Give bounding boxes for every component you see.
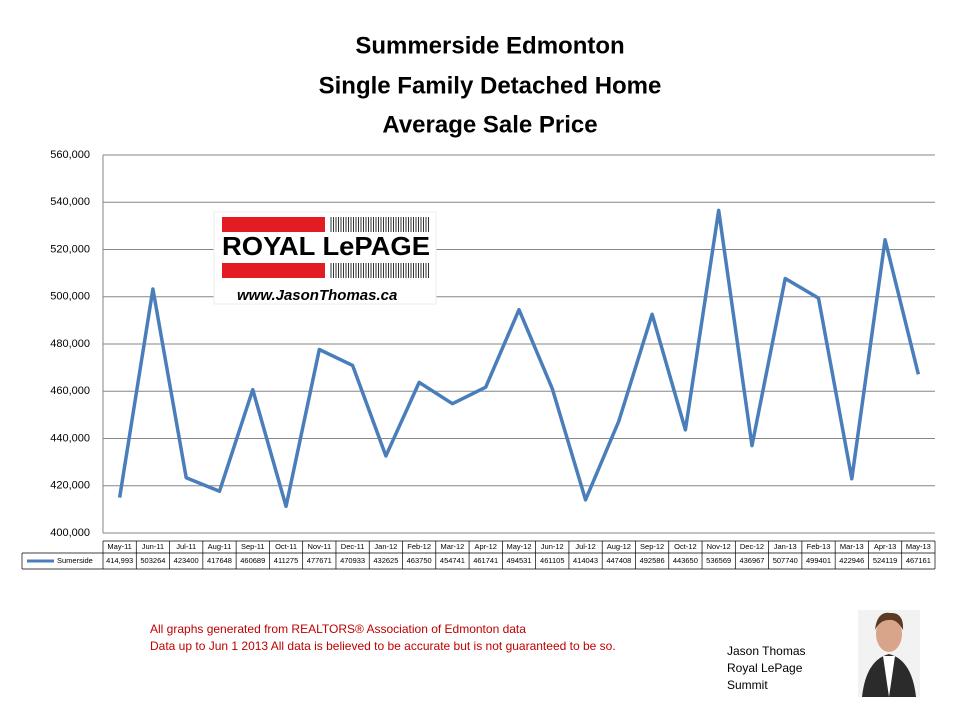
data-label: 470933	[340, 556, 365, 565]
footnote: Data up to Jun 1 2013 All data is believ…	[150, 639, 616, 653]
x-tick-label: Apr-12	[474, 542, 497, 551]
data-label: 503264	[140, 556, 165, 565]
x-tick-label: Jul-12	[575, 542, 595, 551]
data-label: 499401	[806, 556, 831, 565]
y-tick-label: 520,000	[50, 243, 90, 255]
x-tick-label: Oct-12	[674, 542, 697, 551]
data-label: 463750	[407, 556, 432, 565]
author-line: Jason Thomas	[727, 644, 806, 658]
y-tick-label: 460,000	[50, 385, 90, 397]
y-tick-label: 400,000	[50, 527, 90, 539]
logo-text: ROYAL LePAGE	[222, 231, 430, 261]
x-tick-label: Aug-11	[208, 542, 232, 551]
data-label: 467161	[906, 556, 931, 565]
x-tick-label: Mar-12	[441, 542, 465, 551]
y-tick-label: 500,000	[50, 291, 90, 303]
photo-face	[876, 616, 902, 652]
data-label: 411275	[274, 556, 298, 565]
legend-label: Sumerside	[57, 556, 93, 565]
data-label: 492586	[640, 556, 665, 565]
chart-title: Average Sale Price	[382, 111, 597, 138]
data-label: 423400	[174, 556, 199, 565]
x-tick-label: May-12	[506, 542, 531, 551]
data-label: 432625	[373, 556, 398, 565]
logo-bar	[222, 217, 325, 232]
x-tick-label: Nov-11	[308, 542, 332, 551]
x-tick-label: Sep-11	[241, 542, 265, 551]
x-tick-label: Feb-12	[407, 542, 431, 551]
x-tick-label: Jun-12	[541, 542, 564, 551]
x-tick-label: Dec-11	[341, 542, 365, 551]
data-label: 414,993	[106, 556, 133, 565]
x-tick-label: Dec-12	[740, 542, 764, 551]
x-tick-label: Jul-11	[176, 542, 196, 551]
x-tick-label: Aug-12	[607, 542, 631, 551]
x-tick-label: May-13	[906, 542, 931, 551]
series-line	[117, 208, 921, 509]
data-label: 443650	[673, 556, 698, 565]
photo-shirt	[883, 656, 895, 697]
logo-bar	[222, 263, 325, 278]
photo-hair	[875, 612, 904, 630]
chart-title: Summerside Edmonton	[355, 32, 624, 59]
x-tick-label: Mar-13	[840, 542, 864, 551]
logo-url: www.JasonThomas.ca	[237, 287, 397, 304]
data-label: 477671	[307, 556, 332, 565]
x-tick-label: Oct-11	[275, 542, 297, 551]
data-label: 436967	[739, 556, 764, 565]
x-tick-label: Feb-13	[807, 542, 831, 551]
x-tick-label: Apr-13	[874, 542, 897, 551]
data-label: 494531	[506, 556, 531, 565]
data-label: 461105	[540, 556, 564, 565]
x-tick-label: Jan-12	[374, 542, 397, 551]
y-tick-label: 560,000	[50, 149, 90, 161]
author-line: Royal LePage	[727, 661, 803, 675]
author-photo	[858, 610, 920, 697]
data-label: 422946	[839, 556, 864, 565]
data-label: 417648	[207, 556, 232, 565]
x-tick-label: Jun-11	[142, 542, 164, 551]
x-tick-label: May-11	[107, 542, 131, 551]
plot-area: 400,000 420,000 440,000 460,000 480,000 500,0…	[21, 149, 936, 570]
x-tick-label: Nov-12	[707, 542, 731, 551]
y-tick-label: 480,000	[50, 338, 90, 350]
chart-title: Single Family Detached Home	[319, 72, 662, 99]
logo: ROYAL LePAGE www.JasonThomas.ca	[213, 211, 437, 305]
data-label: 536569	[706, 556, 731, 565]
data-label: 461741	[473, 556, 498, 565]
data-label: 507740	[773, 556, 798, 565]
data-label: 414043	[573, 556, 598, 565]
x-tick-label: Sep-12	[640, 542, 664, 551]
data-label: 460689	[240, 556, 265, 565]
y-tick-label: 440,000	[50, 432, 90, 444]
data-label: 454741	[440, 556, 465, 565]
data-label: 524119	[873, 556, 897, 565]
x-tick-label: Jan-13	[774, 542, 797, 551]
footnote: All graphs generated from REALTORS® Asso…	[150, 622, 526, 636]
y-tick-label: 420,000	[50, 480, 90, 492]
y-tick-label: 540,000	[50, 196, 90, 208]
logo-barcode	[330, 217, 429, 278]
data-label: 447408	[606, 556, 631, 565]
author-line: Summit	[727, 678, 768, 692]
